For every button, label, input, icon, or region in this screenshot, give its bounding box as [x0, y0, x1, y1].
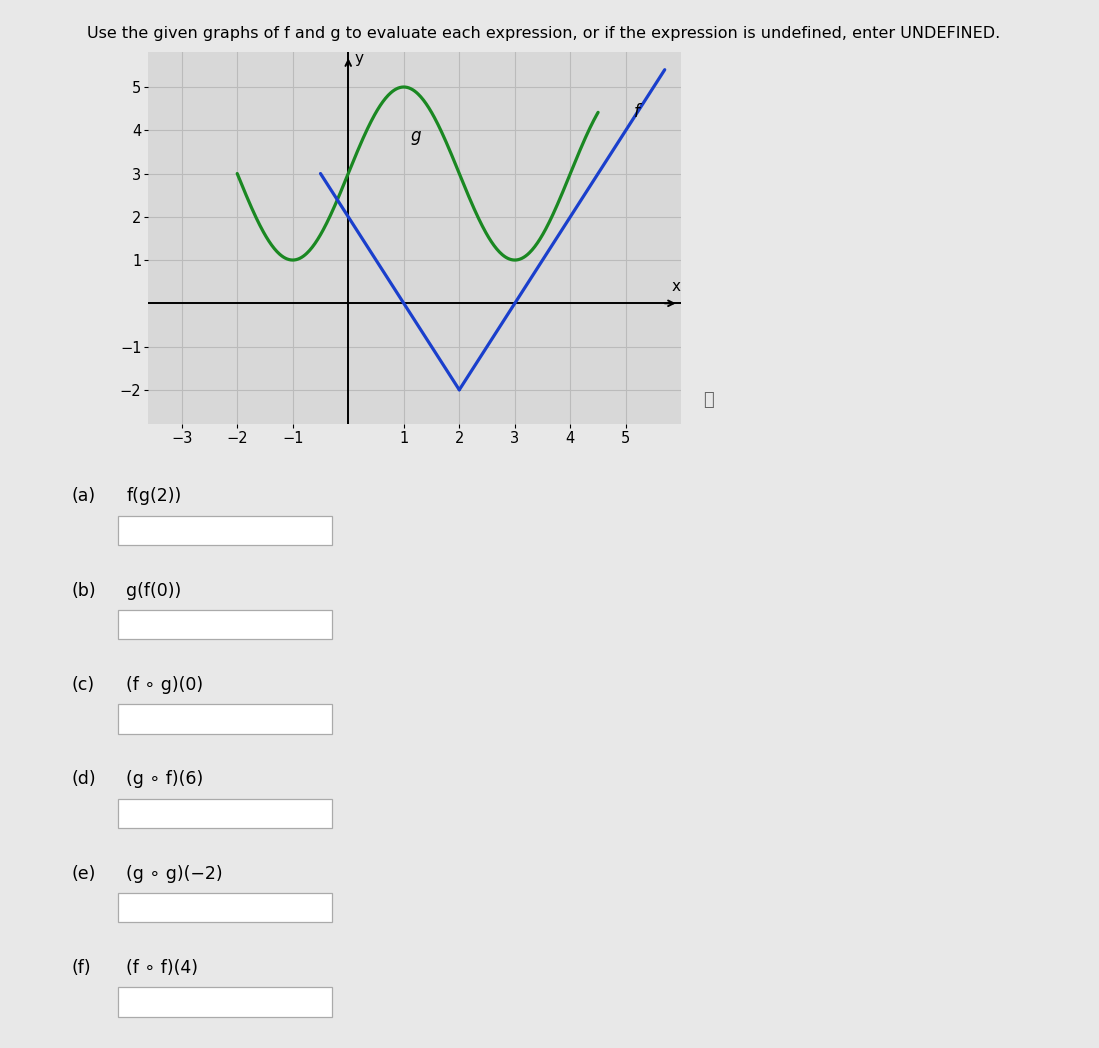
Text: (d): (d) [71, 770, 96, 788]
Text: (e): (e) [71, 865, 96, 882]
Text: ⓘ: ⓘ [703, 391, 714, 410]
Text: (b): (b) [71, 582, 96, 599]
Text: f(g(2)): f(g(2)) [126, 487, 181, 505]
Text: f: f [634, 104, 640, 122]
Text: Use the given graphs of f and g to evaluate each expression, or if the expressio: Use the given graphs of f and g to evalu… [88, 26, 1000, 41]
Text: (a): (a) [71, 487, 96, 505]
Text: (f): (f) [71, 959, 91, 977]
Text: y: y [355, 51, 364, 66]
Text: g(f(0)): g(f(0)) [126, 582, 181, 599]
Text: (f ∘ f)(4): (f ∘ f)(4) [126, 959, 199, 977]
Text: (f ∘ g)(0): (f ∘ g)(0) [126, 676, 203, 694]
Text: (g ∘ f)(6): (g ∘ f)(6) [126, 770, 203, 788]
Text: x: x [671, 279, 680, 293]
Text: g: g [410, 127, 421, 145]
Text: (g ∘ g)(−2): (g ∘ g)(−2) [126, 865, 223, 882]
Text: (c): (c) [71, 676, 95, 694]
